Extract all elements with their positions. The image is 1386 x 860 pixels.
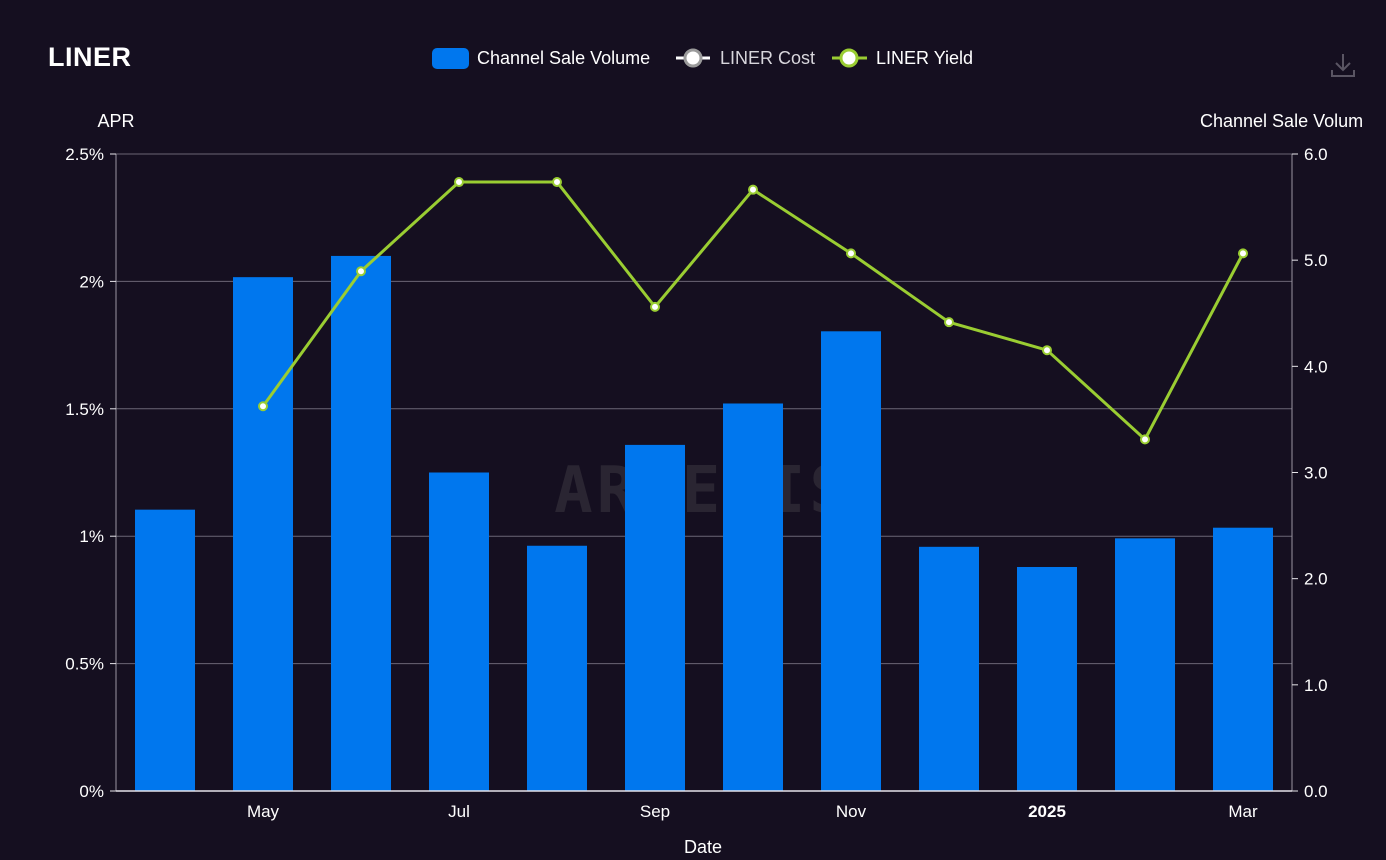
legend-label-cost: LINER Cost [720, 48, 815, 68]
bar [429, 472, 489, 791]
bar [331, 255, 391, 792]
y-left-tick-label: 1.5% [65, 400, 104, 419]
yield-point [1042, 345, 1052, 356]
yield-point [1140, 434, 1150, 445]
bar [527, 545, 587, 791]
bar [723, 403, 783, 791]
bar [919, 546, 979, 791]
x-axis-name: Date [684, 837, 722, 857]
bar [1017, 566, 1077, 791]
grid [116, 153, 1292, 665]
y-right-tick-label: 4.0 [1304, 357, 1328, 376]
x-tick-label: Mar [1228, 802, 1258, 821]
download-icon [1331, 54, 1355, 77]
yield-point [1238, 248, 1248, 259]
bar [1115, 538, 1175, 791]
legend-swatch-volume [432, 48, 469, 69]
chart-title: LINER [48, 42, 132, 72]
bar [1213, 527, 1273, 791]
y-right-tick-label: 2.0 [1304, 570, 1328, 589]
legend: Channel Sale Volume LINER Cost LINER Yield [432, 48, 973, 69]
y-right-tick-label: 6.0 [1304, 145, 1328, 164]
y-right-tick-label: 0.0 [1304, 782, 1328, 801]
y-right-tick-label: 1.0 [1304, 676, 1328, 695]
download-button[interactable] [1328, 50, 1358, 80]
yield-point [552, 177, 562, 188]
legend-label-volume: Channel Sale Volume [477, 48, 650, 68]
x-tick-label: Sep [640, 802, 670, 821]
yield-point [650, 301, 660, 312]
bar-series [135, 255, 1273, 792]
yield-point [356, 266, 366, 277]
bar [135, 509, 195, 791]
yield-point [258, 401, 268, 412]
x-tick-label: Nov [836, 802, 867, 821]
y-left-tick-label: 2.5% [65, 145, 104, 164]
y-left-axis-name: APR [97, 111, 134, 131]
x-tick-label: May [247, 802, 280, 821]
x-tick-label: Jul [448, 802, 470, 821]
yield-point [454, 177, 464, 188]
y-left-tick-label: 2% [79, 272, 104, 291]
yield-point [846, 248, 856, 259]
legend-marker-cost [683, 48, 703, 68]
watermark-text: ARTEMIS [554, 454, 852, 528]
line-series [258, 177, 1248, 445]
bar [625, 444, 685, 791]
legend-marker-yield [839, 48, 859, 68]
bar [233, 277, 293, 791]
legend-label-yield: LINER Yield [876, 48, 973, 68]
yield-line [261, 180, 1245, 441]
yield-point [748, 184, 758, 195]
y-left-tick-label: 1% [79, 527, 104, 546]
x-tick-label: 2025 [1028, 802, 1066, 821]
y-right-tick-label: 5.0 [1304, 251, 1328, 270]
y-right-axis-name: Channel Sale Volum [1200, 111, 1363, 131]
watermark: ARTEMIS [554, 454, 852, 528]
axes: 0% 0.5% 1% 1.5% 2% 2.5% 0.0 1.0 2.0 3.0 4.0 5.0 6.0 M… [65, 111, 1363, 857]
y-left-tick-label: 0% [79, 782, 104, 801]
y-right-tick-label: 3.0 [1304, 464, 1328, 483]
bar [821, 331, 881, 791]
yield-point [944, 317, 954, 328]
y-left-tick-label: 0.5% [65, 655, 104, 674]
